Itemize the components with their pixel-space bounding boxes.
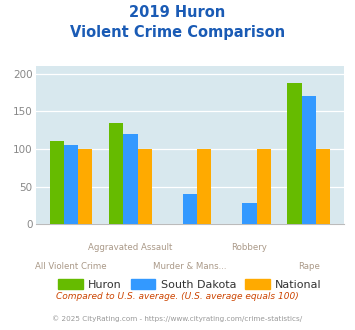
Text: Rape: Rape <box>298 262 320 271</box>
Text: Compared to U.S. average. (U.S. average equals 100): Compared to U.S. average. (U.S. average … <box>56 292 299 301</box>
Text: © 2025 CityRating.com - https://www.cityrating.com/crime-statistics/: © 2025 CityRating.com - https://www.city… <box>53 315 302 322</box>
Bar <box>242 203 257 224</box>
Bar <box>78 149 92 224</box>
Bar <box>109 122 123 224</box>
Bar <box>138 149 152 224</box>
Bar <box>183 194 197 224</box>
Legend: Huron, South Dakota, National: Huron, South Dakota, National <box>54 274 326 294</box>
Text: Robbery: Robbery <box>231 243 267 251</box>
Text: All Violent Crime: All Violent Crime <box>35 262 107 271</box>
Text: Aggravated Assault: Aggravated Assault <box>88 243 173 251</box>
Bar <box>64 145 78 224</box>
Bar <box>197 149 211 224</box>
Bar <box>257 149 271 224</box>
Text: Violent Crime Comparison: Violent Crime Comparison <box>70 25 285 40</box>
Bar <box>302 96 316 224</box>
Bar <box>50 142 64 224</box>
Text: 2019 Huron: 2019 Huron <box>129 5 226 20</box>
Bar <box>123 134 138 224</box>
Bar <box>288 83 302 224</box>
Bar <box>316 149 330 224</box>
Text: Murder & Mans...: Murder & Mans... <box>153 262 227 271</box>
